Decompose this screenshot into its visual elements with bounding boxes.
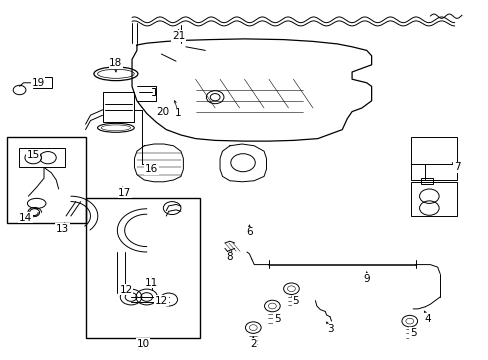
Bar xyxy=(19,148,65,167)
Text: 7: 7 xyxy=(453,162,460,172)
Bar xyxy=(85,198,200,338)
Text: 11: 11 xyxy=(144,278,158,288)
Text: 10: 10 xyxy=(137,339,149,349)
Text: 18: 18 xyxy=(109,58,122,68)
Text: 15: 15 xyxy=(26,150,40,160)
Bar xyxy=(102,92,134,122)
Text: 9: 9 xyxy=(363,274,369,284)
Text: 17: 17 xyxy=(118,188,131,198)
Text: 13: 13 xyxy=(56,224,69,234)
Text: 20: 20 xyxy=(156,107,168,117)
Text: 5: 5 xyxy=(409,328,416,338)
Bar xyxy=(410,182,456,216)
Text: 5: 5 xyxy=(273,314,280,324)
Text: 3: 3 xyxy=(326,324,333,334)
Text: 12: 12 xyxy=(154,296,168,306)
Bar xyxy=(420,178,432,184)
Bar xyxy=(33,77,52,88)
Text: 12: 12 xyxy=(119,285,133,295)
Bar xyxy=(7,137,85,223)
Text: 4: 4 xyxy=(424,314,430,324)
Bar xyxy=(410,137,456,180)
Text: 14: 14 xyxy=(19,213,32,223)
Text: 21: 21 xyxy=(171,31,185,41)
Text: 8: 8 xyxy=(226,252,233,262)
Text: 5: 5 xyxy=(292,296,299,306)
Text: 19: 19 xyxy=(31,78,45,88)
Text: 6: 6 xyxy=(245,227,252,237)
Text: 2: 2 xyxy=(249,339,256,349)
Text: 16: 16 xyxy=(144,164,158,174)
Text: 1: 1 xyxy=(175,108,182,118)
